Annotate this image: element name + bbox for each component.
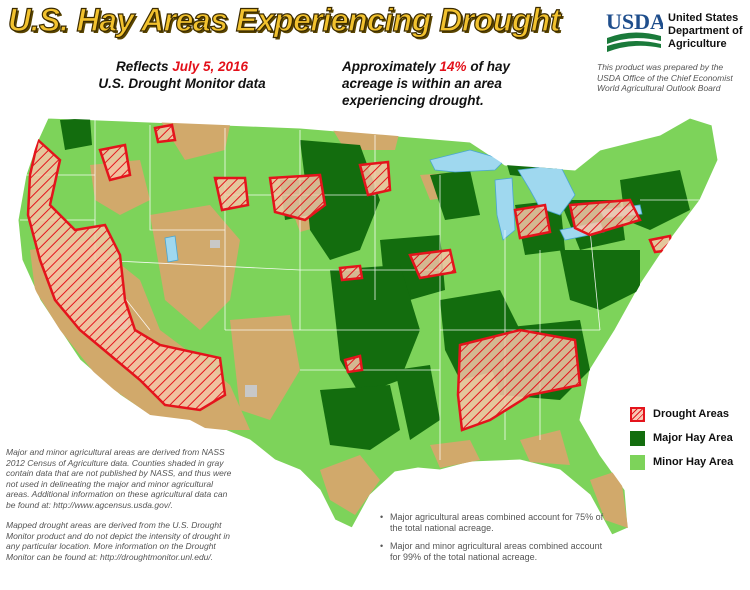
acreage-note-combined-text: Major and minor agricultural areas combi…	[390, 541, 603, 562]
legend-item-major-hay: Major Hay Area	[630, 426, 748, 450]
acreage-summary: Approximately 14% of hay acreage is with…	[342, 58, 542, 109]
acreage-notes: • Major agricultural areas combined acco…	[380, 512, 605, 570]
bullet: •	[380, 512, 384, 522]
acreage-prefix: Approximately	[342, 59, 440, 74]
legend-label-drought: Drought Areas	[653, 408, 729, 420]
map-title: U.S. Hay Areas Experiencing Drought	[7, 1, 561, 38]
data-source-line: U.S. Drought Monitor data	[98, 76, 266, 91]
drought-area-nd-east	[358, 160, 392, 197]
drought-area-new-england	[648, 234, 674, 254]
usda-logo-icon: USDA	[606, 9, 663, 52]
date-subtitle: Reflects July 5, 2016 U.S. Drought Monit…	[92, 58, 272, 92]
methodology-notes: Major and minor agricultural areas are d…	[6, 447, 238, 572]
acreage-suffix: of hay acreage is within an area experie…	[342, 59, 511, 108]
legend-label-minor-hay: Minor Hay Area	[653, 456, 734, 468]
legend-label-major-hay: Major Hay Area	[653, 432, 733, 444]
drought-area-michigan	[513, 203, 552, 240]
drought-area-iowa	[408, 248, 457, 280]
drought-area-oregon-small	[153, 123, 177, 144]
drought-area-ks	[338, 264, 364, 282]
legend: Drought Areas Major Hay Area Minor Hay A…	[630, 402, 748, 474]
agency-name: United States Department of Agriculture	[668, 12, 748, 51]
agency-line-3: Agriculture	[668, 38, 727, 50]
acreage-percent: 14%	[439, 59, 467, 74]
legend-item-minor-hay: Minor Hay Area	[630, 450, 748, 474]
bullet: •	[380, 541, 384, 551]
drought-areas	[26, 123, 674, 432]
acreage-note-major-text: Major agricultural areas combined accoun…	[390, 512, 604, 533]
drought-swatch	[630, 406, 645, 422]
census-note: Major and minor agricultural areas are d…	[6, 447, 232, 510]
drought-monitor-note: Mapped drought areas are derived from th…	[6, 520, 230, 562]
credit-note: This product was prepared by the USDA Of…	[597, 62, 733, 93]
date-prefix: Reflects	[115, 59, 173, 74]
acreage-note-major: • Major agricultural areas combined acco…	[380, 512, 605, 534]
usda-logo-text: USDA	[606, 9, 663, 34]
agency-line-1: United States	[668, 12, 739, 24]
minor-hay-swatch	[630, 454, 645, 470]
acreage-note-combined: • Major and minor agricultural areas com…	[380, 541, 605, 563]
agency-line-2: Department of	[668, 25, 743, 37]
drought-area-oklahoma	[343, 354, 364, 374]
legend-item-drought: Drought Areas	[630, 402, 748, 426]
major-hay-swatch	[630, 430, 645, 446]
drought-area-new-york	[568, 198, 642, 237]
drought-area-montana	[98, 143, 132, 182]
drought-area-north-dakota	[268, 173, 327, 222]
drought-area-idaho	[213, 176, 250, 212]
drought-area-california-southwest	[26, 137, 227, 412]
date-value: July 5, 2016	[172, 59, 249, 74]
drought-area-southeast	[456, 328, 582, 432]
